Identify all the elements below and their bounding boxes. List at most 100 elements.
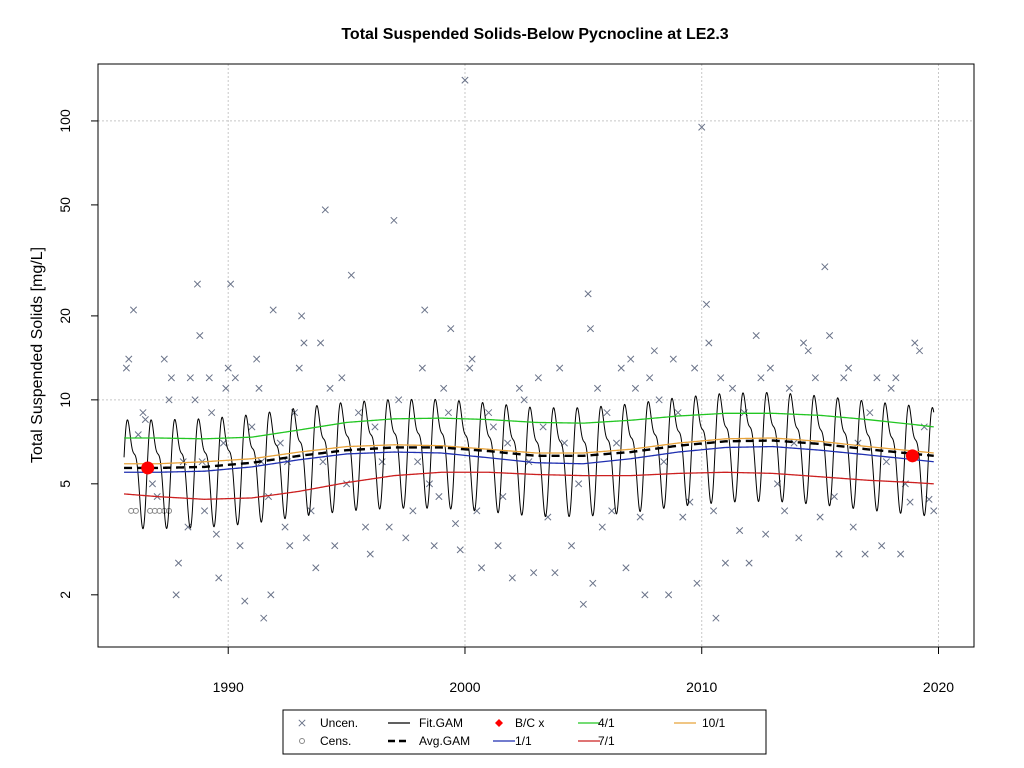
uncensored-point (179, 458, 187, 466)
uncensored-point (915, 347, 924, 355)
uncensored-point (586, 325, 595, 333)
uncensored-point (141, 415, 149, 424)
uncensored-point (598, 523, 606, 531)
uncensored-point (444, 409, 452, 417)
uncensored-point (556, 364, 564, 372)
plot-frame (97, 63, 975, 648)
uncensored-point (208, 409, 216, 417)
uncensored-point (830, 493, 838, 501)
uncensored-point (456, 546, 464, 554)
uncensored-point (504, 439, 512, 447)
uncensored-point (302, 534, 310, 542)
uncensored-point (534, 374, 542, 382)
uncensored-point (844, 364, 853, 372)
uncensored-point (795, 534, 803, 542)
uncensored-point (281, 523, 289, 531)
x-tick-label: 1990 (213, 679, 244, 695)
uncensored-point (269, 306, 277, 314)
uncensored-point (594, 384, 602, 392)
uncensored-point (212, 530, 220, 538)
uncensored-point (835, 550, 843, 558)
uncensored-point (286, 542, 294, 550)
chart-title: Total Suspended Solids-Below Pycnocline … (341, 26, 728, 43)
uncensored-point (849, 523, 857, 531)
uncensored-point (679, 513, 687, 521)
uncensored-point (745, 559, 753, 567)
uncensored-point (752, 332, 760, 340)
uncensored-point (826, 332, 834, 340)
uncensored-point (312, 564, 320, 572)
uncensored-point (174, 559, 183, 567)
uncensored-point (721, 559, 729, 567)
uncensored-point (608, 507, 616, 515)
uncensored-point (193, 280, 201, 288)
uncensored-point (816, 513, 824, 521)
censored-point (132, 507, 139, 514)
uncensored-point (906, 498, 914, 506)
uncensored-point (508, 574, 516, 582)
uncensored-point (866, 409, 874, 417)
uncensored-point (371, 423, 379, 431)
uncensored-point (622, 564, 630, 572)
uncensored-point (191, 396, 199, 404)
uncensored-point (129, 306, 138, 314)
legend-label: Fit.GAM (419, 716, 463, 730)
legend-label: Uncen. (320, 716, 358, 730)
legend-symbol-uncen (298, 719, 306, 727)
uncensored-point (167, 374, 175, 382)
legend-label: B/C x (515, 716, 544, 730)
uncensored-point (402, 534, 410, 542)
uncensored-point (231, 374, 239, 382)
uncensored-point (650, 347, 658, 355)
y-tick-label: 5 (57, 480, 73, 488)
uncensored-point (702, 300, 711, 308)
uncensored-point (589, 579, 597, 587)
uncensored-point (331, 542, 339, 550)
uncensored-point (920, 423, 928, 431)
uncensored-point (710, 507, 718, 515)
avg-gam-line (124, 439, 934, 470)
uncensored-point (712, 614, 720, 622)
y-tick-label: 20 (57, 308, 73, 324)
uncensored-point (172, 591, 180, 599)
uncensored-point (579, 600, 587, 608)
grid-layer (98, 64, 974, 647)
uncensored-point (267, 591, 275, 599)
legend-box (282, 709, 767, 755)
uncensored-point (717, 374, 725, 382)
y-tick-label: 100 (57, 109, 73, 133)
uncensored-point (160, 355, 168, 363)
uncensored-point (461, 76, 469, 84)
series-line-7-1 (123, 471, 934, 500)
uncensored-point (539, 423, 547, 431)
uncensored-point (184, 523, 192, 531)
uncensored-point (134, 431, 142, 439)
uncensored-point (781, 507, 789, 515)
data-layer (122, 76, 938, 622)
legend-label: 4/1 (598, 716, 615, 730)
uncensored-point (378, 458, 386, 466)
uncensored-point (897, 550, 905, 558)
uncensored-point (466, 364, 474, 372)
legend-symbol-cens (299, 738, 305, 744)
legend-label: 10/1 (702, 716, 726, 730)
bc-point (141, 461, 155, 475)
uncensored-point (878, 542, 886, 550)
uncensored-point (477, 564, 486, 572)
uncensored-point (139, 409, 147, 417)
series-line-10-1 (124, 437, 934, 465)
uncensored-point (390, 216, 398, 224)
uncensored-point (766, 364, 774, 372)
uncensored-point (617, 364, 625, 372)
legend-label: Avg.GAM (419, 734, 470, 748)
uncensored-point (319, 458, 327, 466)
uncensored-point (530, 569, 538, 577)
uncensored-point (575, 480, 583, 488)
uncensored-point (430, 542, 438, 550)
uncensored-point (930, 507, 938, 515)
series-line-4-1 (124, 412, 934, 440)
y-tick-label: 2 (57, 591, 73, 599)
uncensored-point (567, 542, 576, 550)
uncensored-point (451, 520, 460, 528)
series-line-1-1 (124, 445, 934, 473)
